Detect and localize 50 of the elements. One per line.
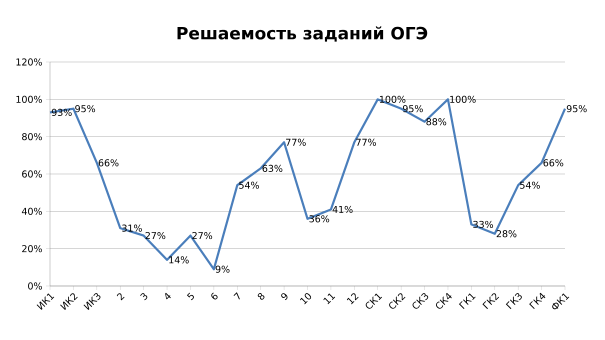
x-tick-label: ГК1: [458, 293, 476, 310]
x-tick-label: ГК2: [482, 293, 500, 310]
data-label: 27%: [146, 232, 166, 240]
x-tick-label: СК4: [436, 292, 452, 309]
x-tick-label: 3: [140, 293, 148, 300]
data-label: 41%: [332, 206, 353, 214]
y-tick-label: 120%: [16, 58, 42, 66]
y-tick-label: 80%: [22, 133, 42, 140]
x-tick-label: 12: [346, 293, 359, 304]
data-label: 54%: [520, 182, 540, 189]
y-tick-label: 100%: [16, 96, 42, 103]
y-tick-label: 20%: [22, 245, 42, 252]
data-label: 88%: [426, 118, 446, 126]
x-tick-label: 6: [211, 292, 218, 300]
chart-title: Решаемость заданий ОГЭ: [178, 26, 428, 42]
y-tick-label: 60%: [22, 170, 42, 178]
x-tick-label: 4: [165, 292, 171, 300]
data-label: 77%: [286, 138, 306, 146]
data-label: 95%: [566, 105, 587, 112]
data-label: 66%: [98, 159, 119, 166]
x-tick-label: ГК4: [529, 292, 546, 310]
x-tick-label: 8: [258, 293, 264, 300]
data-label: 54%: [239, 182, 259, 189]
data-label: 33%: [473, 220, 494, 228]
data-label: 66%: [543, 159, 564, 166]
data-label: 14%: [169, 256, 189, 264]
data-label: 28%: [496, 230, 516, 238]
data-label: 31%: [122, 224, 142, 232]
data-label: 95%: [402, 105, 423, 112]
x-tick-label: ФК1: [552, 293, 570, 310]
x-tick-label: ГК3: [506, 293, 522, 310]
data-label: 100%: [380, 96, 406, 103]
y-tick-label: 0%: [28, 282, 42, 290]
x-tick-label: 5: [186, 292, 194, 300]
data-label: 77%: [356, 138, 376, 146]
x-tick-label: СК1: [366, 293, 382, 309]
y-tick-label: 40%: [22, 208, 42, 215]
data-label: 95%: [75, 105, 96, 112]
data-label: 27%: [192, 232, 212, 240]
x-tick-label: 9: [281, 293, 288, 300]
data-label: 63%: [262, 164, 282, 172]
data-label: 36%: [309, 215, 330, 222]
data-label: 100%: [450, 96, 476, 103]
x-tick-label: СК2: [389, 293, 406, 309]
x-tick-label: 2: [116, 293, 125, 300]
x-tick-label: СК3: [412, 293, 428, 309]
x-tick-label: 10: [300, 293, 312, 304]
data-label: 9%: [216, 266, 230, 273]
x-tick-label: 7: [234, 292, 240, 300]
x-tick-label: 11: [323, 293, 336, 304]
